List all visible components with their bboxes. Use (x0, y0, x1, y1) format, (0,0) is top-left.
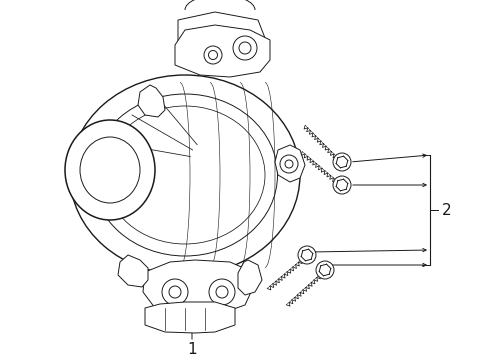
Circle shape (332, 153, 350, 171)
Polygon shape (178, 12, 264, 48)
Text: 1: 1 (187, 342, 196, 357)
Circle shape (315, 261, 333, 279)
Polygon shape (145, 302, 235, 333)
Circle shape (162, 279, 187, 305)
Ellipse shape (80, 137, 140, 203)
Circle shape (280, 155, 297, 173)
Polygon shape (138, 85, 164, 117)
Circle shape (203, 46, 222, 64)
Circle shape (332, 176, 350, 194)
Circle shape (232, 36, 257, 60)
Polygon shape (118, 255, 148, 287)
Circle shape (297, 246, 315, 264)
Ellipse shape (92, 94, 277, 256)
Circle shape (208, 279, 235, 305)
Ellipse shape (65, 120, 155, 220)
Text: 2: 2 (441, 202, 451, 217)
Polygon shape (175, 25, 269, 77)
Polygon shape (238, 260, 262, 295)
Polygon shape (274, 145, 305, 182)
Polygon shape (142, 260, 251, 313)
Ellipse shape (70, 75, 299, 275)
